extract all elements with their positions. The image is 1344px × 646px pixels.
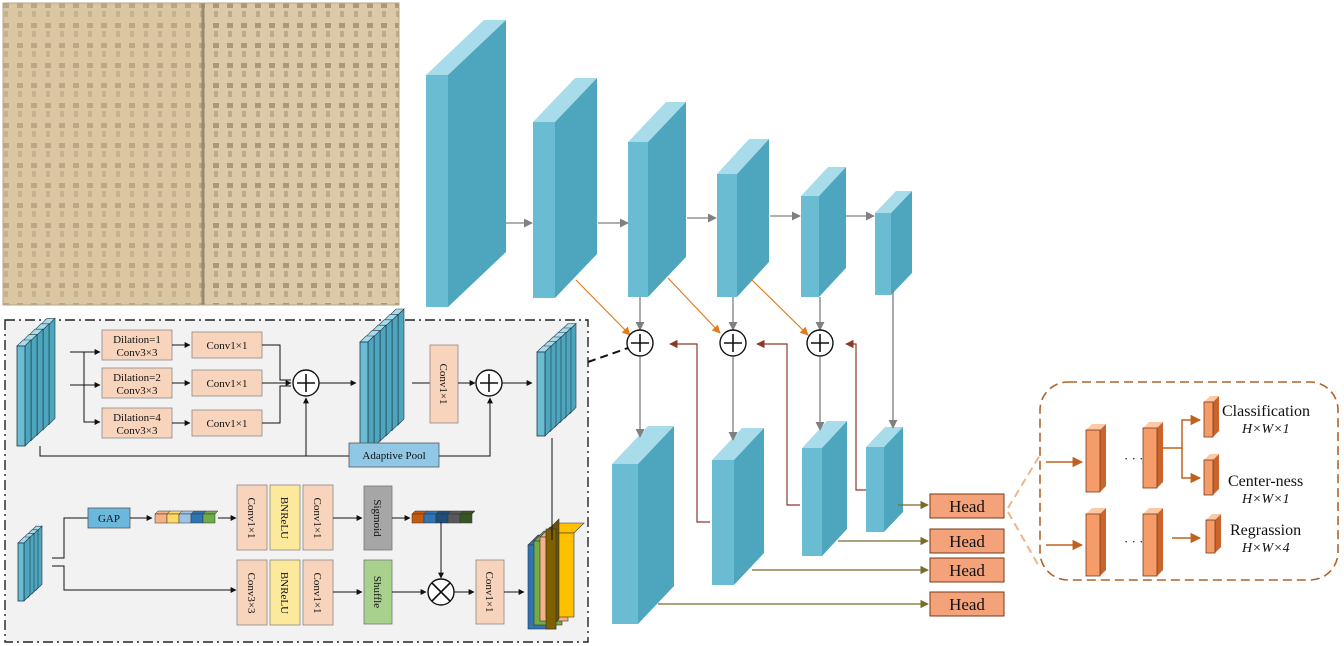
lower-conv1x1-label: Conv1×1 [311,572,323,613]
dilation-box-1-line1: Dilation=1 [113,334,161,346]
head-box-4: Head [929,591,1005,617]
conv1x1-box-1: Conv1×1 [191,331,263,359]
gap-vector [154,510,219,524]
shuffled-color-stack [527,518,585,630]
output-feature-stack [536,322,577,437]
shuffle-label: Shuffle [371,576,383,608]
shuffle-input-layer-1 [17,536,31,602]
lower-bnrelu-label: BNReLU [278,572,290,614]
head-slab-out-ctr [1203,454,1219,496]
final-conv1x1-label: Conv1×1 [483,571,495,612]
backbone-feature-maps [426,20,912,624]
adaptive-pool-label: Adaptive Pool [362,450,425,462]
dilation-box-3-line1: Dilation=4 [113,412,161,424]
lower-conv3x3: Conv3×3 [236,559,268,626]
head-slab-out-reg [1205,514,1221,554]
backbone-c1 [426,20,506,307]
input-stack-layer-1 [16,339,32,447]
vertical-conv1x1-label: Conv1×1 [437,363,449,404]
gap-box: GAP [87,507,131,529]
input-feature-stack [16,317,56,447]
conv1x1-box-2: Conv1×1 [191,369,263,397]
head-detail-panel: · · · · · · Classification H×W×1 Center-… [1039,381,1339,581]
head-slab-cls-1 [1085,424,1106,493]
lower-bnrelu: BNReLU [269,559,301,626]
backbone-c5 [801,167,846,297]
dilation-box-2-line1: Dilation=2 [113,372,161,384]
fused-feature-stack [359,308,405,453]
dilation-box-2: Dilation=2 Conv3×3 [101,367,173,399]
shuffle-box: Shuffle [363,559,393,625]
fpn-p3 [612,426,674,624]
vertical-conv1x1-box: Conv1×1 [429,344,459,424]
dilation-box-1-line2: Conv3×3 [116,347,158,359]
backbone-c4 [717,139,769,297]
head-slab-cls-2 [1142,422,1163,489]
fpn-p6 [866,427,903,532]
upper-conv1x1-b: Conv1×1 [302,484,334,551]
fpn-p4 [712,428,764,585]
conv1x1-box-3-label: Conv1×1 [206,418,247,430]
fpn-plus-2 [719,329,747,357]
dilation-box-3: Dilation=4 Conv3×3 [101,407,173,439]
final-conv1x1-box: Conv1×1 [475,559,505,625]
upper-bnrelu: BNReLU [269,484,301,551]
backbone-c2 [533,78,597,298]
upper-conv1x1-a: Conv1×1 [236,484,268,551]
head-box-1: Head [929,493,1005,519]
head-box-3: Head [929,557,1005,583]
conv1x1-box-2-label: Conv1×1 [206,378,247,390]
fpn-p5 [802,421,847,556]
attention-module-panel: Dilation=1 Conv3×3 Dilation=2 Conv3×3 Di… [4,308,589,643]
dilation-box-1: Dilation=1 Conv3×3 [101,329,173,361]
head-slab-reg-2 [1142,508,1163,577]
output-centerness-title: Center-ness [1228,473,1303,490]
sigmoid-vector-cell-5 [459,510,476,524]
dilation-box-2-line2: Conv3×3 [116,385,158,397]
head-conv-slabs [1085,396,1221,577]
sigmoid-vector [411,510,476,524]
multiply-circle [427,578,455,606]
conv1x1-box-3: Conv1×1 [191,409,263,437]
upper-conv1x1-b-label: Conv1×1 [311,497,323,538]
fused-stack-layer-1 [359,335,375,453]
head-label-1: Head [949,497,985,516]
lower-conv3x3-label: Conv3×3 [245,572,257,614]
head-label-2: Head [949,532,985,551]
output-regression-dim: H×W×4 [1241,541,1290,556]
head-box-2: Head [929,528,1005,554]
svg-text:· · ·: · · · [1124,534,1144,549]
backbone-c3 [628,102,686,297]
gap-label: GAP [98,513,120,525]
upper-bnrelu-label: BNReLU [278,497,290,539]
adaptive-pool-box: Adaptive Pool [348,442,440,468]
upper-conv1x1-a-label: Conv1×1 [245,497,257,538]
sigmoid-box: Sigmoid [363,485,393,551]
head-label-3: Head [949,561,985,580]
output-centerness-dim: H×W×1 [1241,492,1290,507]
output-classification-dim: H×W×1 [1241,422,1290,437]
conv1x1-box-1-label: Conv1×1 [206,340,247,352]
head-slab-out-cls [1203,396,1219,438]
connections [506,211,1041,609]
gap-vector-cell-5 [202,510,219,524]
module-plus-1 [292,369,320,397]
svg-text:· · ·: · · · [1124,451,1144,466]
lower-conv1x1: Conv1×1 [302,559,334,626]
module-plus-2 [475,369,503,397]
shuffle-input-stack [17,525,43,602]
fpn-plus-3 [806,329,834,357]
shuffled-layer-front [545,518,560,630]
output-classification-title: Classification [1222,403,1310,420]
head-slab-reg-1 [1085,508,1106,577]
fpn-plus-1 [626,329,654,357]
output-regression-title: Regrassion [1230,522,1301,539]
output-stack-layer-1 [536,345,552,437]
backbone-c6 [875,191,912,295]
head-label-4: Head [949,595,985,614]
ancient-document-image [2,2,400,306]
sigmoid-label: Sigmoid [371,499,383,537]
dilation-box-3-line2: Conv3×3 [116,425,158,437]
